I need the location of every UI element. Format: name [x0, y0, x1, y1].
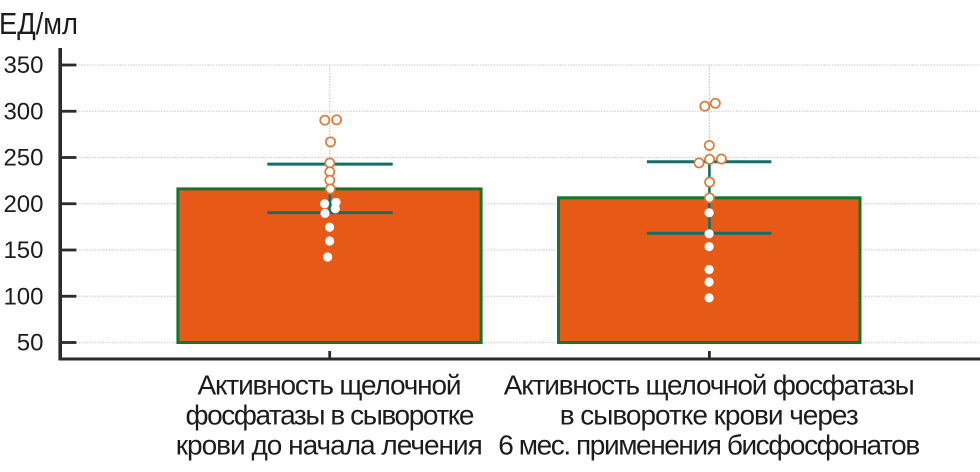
svg-text:ЕД/мл: ЕД/мл: [0, 7, 78, 41]
svg-text:в сыворотке крови через: в сыворотке крови через: [560, 400, 859, 431]
svg-text:350: 350: [3, 52, 43, 79]
svg-text:6 мес. применения бисфосфонато: 6 мес. применения бисфосфонатов: [498, 430, 920, 461]
svg-text:крови до начала лечения: крови до начала лечения: [176, 430, 483, 461]
svg-text:50: 50: [17, 330, 44, 357]
svg-text:250: 250: [3, 145, 43, 172]
svg-text:Активность щелочной фосфатазы: Активность щелочной фосфатазы: [504, 370, 915, 401]
svg-text:150: 150: [3, 237, 43, 264]
svg-text:200: 200: [3, 191, 43, 218]
svg-text:Активность щелочной: Активность щелочной: [198, 370, 462, 401]
svg-text:300: 300: [3, 98, 43, 125]
svg-text:фосфатазы в сыворотке: фосфатазы в сыворотке: [186, 400, 475, 431]
svg-text:100: 100: [3, 283, 43, 310]
